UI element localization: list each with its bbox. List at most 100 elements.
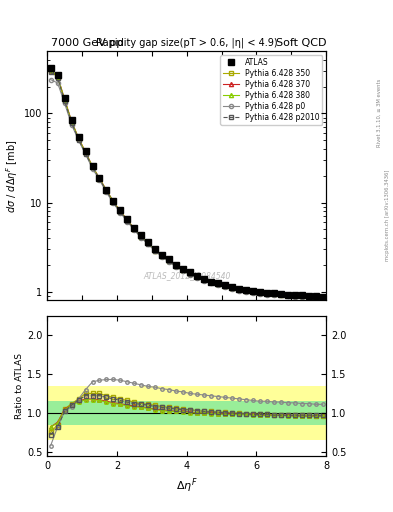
ATLAS [174, 262, 178, 268]
Pythia 6.428 p2010 [244, 288, 248, 294]
Text: Rivet 3.1.10, ≥ 3M events: Rivet 3.1.10, ≥ 3M events [377, 78, 382, 147]
Pythia 6.428 350 [313, 294, 318, 300]
Pythia 6.428 p2010 [118, 209, 123, 215]
ATLAS [279, 291, 283, 297]
ATLAS [202, 275, 206, 282]
Pythia 6.428 370 [167, 257, 172, 263]
Pythia 6.428 p0 [216, 282, 220, 288]
Pythia 6.428 370 [195, 273, 200, 279]
Pythia 6.428 380 [209, 279, 213, 285]
Pythia 6.428 350 [202, 276, 206, 282]
Pythia 6.428 350 [244, 288, 248, 294]
Pythia 6.428 350 [264, 290, 269, 296]
Pythia 6.428 380 [160, 253, 165, 259]
ATLAS [251, 288, 255, 294]
Pythia 6.428 p2010 [76, 137, 81, 143]
Pythia 6.428 p2010 [104, 188, 109, 194]
Pythia 6.428 p2010 [299, 293, 304, 299]
Pythia 6.428 350 [104, 188, 109, 194]
Pythia 6.428 370 [307, 293, 311, 299]
Pythia 6.428 350 [279, 291, 283, 297]
Pythia 6.428 370 [264, 289, 269, 295]
Pythia 6.428 p0 [146, 241, 151, 247]
Pythia 6.428 p2010 [307, 293, 311, 300]
ATLAS [320, 293, 325, 300]
ATLAS [257, 289, 262, 295]
ATLAS [104, 186, 109, 193]
Pythia 6.428 p0 [97, 177, 102, 183]
Pythia 6.428 p2010 [174, 263, 178, 269]
Pythia 6.428 380 [118, 208, 123, 215]
Pythia 6.428 370 [90, 163, 95, 169]
Pythia 6.428 p2010 [160, 253, 165, 260]
Pythia 6.428 p2010 [188, 270, 193, 276]
Pythia 6.428 p2010 [237, 286, 241, 292]
Pythia 6.428 380 [251, 288, 255, 294]
Pythia 6.428 370 [237, 286, 241, 292]
Pythia 6.428 p0 [62, 100, 67, 106]
Pythia 6.428 p2010 [202, 276, 206, 283]
Pythia 6.428 370 [292, 292, 297, 298]
Pythia 6.428 p2010 [55, 75, 60, 81]
Pythia 6.428 380 [237, 286, 241, 292]
Pythia 6.428 380 [216, 281, 220, 287]
Pythia 6.428 380 [55, 74, 60, 80]
Pythia 6.428 350 [251, 289, 255, 295]
Pythia 6.428 350 [257, 289, 262, 295]
Line: ATLAS: ATLAS [48, 66, 325, 300]
Pythia 6.428 p0 [257, 291, 262, 297]
Pythia 6.428 p0 [83, 151, 88, 157]
ATLAS [139, 232, 144, 239]
Pythia 6.428 380 [153, 247, 158, 253]
Pythia 6.428 p2010 [313, 293, 318, 300]
Pythia 6.428 p2010 [139, 234, 144, 240]
Pythia 6.428 p0 [237, 288, 241, 294]
Pythia 6.428 370 [202, 275, 206, 282]
Y-axis label: Ratio to ATLAS: Ratio to ATLAS [15, 353, 24, 419]
Pythia 6.428 370 [48, 67, 53, 73]
Title: Rapidity gap size(pT > 0.6, |η| < 4.9): Rapidity gap size(pT > 0.6, |η| < 4.9) [96, 38, 277, 48]
Pythia 6.428 350 [118, 209, 123, 215]
Pythia 6.428 370 [111, 198, 116, 204]
Pythia 6.428 p0 [272, 292, 276, 298]
Pythia 6.428 p2010 [153, 247, 158, 253]
Pythia 6.428 350 [181, 267, 185, 273]
Pythia 6.428 p2010 [223, 283, 228, 289]
ATLAS [230, 284, 234, 290]
Pythia 6.428 350 [160, 253, 165, 260]
Pythia 6.428 370 [62, 96, 67, 102]
Pythia 6.428 p0 [299, 294, 304, 300]
Pythia 6.428 380 [313, 293, 318, 300]
Pythia 6.428 p0 [125, 219, 130, 225]
Pythia 6.428 p0 [55, 80, 60, 86]
Pythia 6.428 p0 [251, 290, 255, 296]
Pythia 6.428 370 [97, 175, 102, 181]
Pythia 6.428 350 [299, 293, 304, 300]
Pythia 6.428 350 [153, 247, 158, 253]
Pythia 6.428 350 [223, 283, 228, 289]
Pythia 6.428 p2010 [146, 241, 151, 247]
Pythia 6.428 p2010 [195, 274, 200, 280]
Pythia 6.428 p0 [244, 289, 248, 295]
Pythia 6.428 350 [139, 234, 144, 240]
Pythia 6.428 350 [216, 281, 220, 287]
Pythia 6.428 350 [188, 270, 193, 276]
Pythia 6.428 p0 [104, 189, 109, 196]
Pythia 6.428 380 [264, 290, 269, 296]
Pythia 6.428 p2010 [125, 218, 130, 224]
Pythia 6.428 p2010 [292, 292, 297, 298]
Text: Soft QCD: Soft QCD [276, 38, 326, 49]
Pythia 6.428 370 [76, 135, 81, 141]
ATLAS [153, 246, 158, 252]
Pythia 6.428 p0 [188, 272, 193, 278]
Pythia 6.428 370 [251, 288, 255, 294]
Pythia 6.428 380 [307, 293, 311, 300]
Pythia 6.428 350 [132, 226, 137, 232]
Pythia 6.428 p2010 [181, 267, 185, 273]
Legend: ATLAS, Pythia 6.428 350, Pythia 6.428 370, Pythia 6.428 380, Pythia 6.428 p0, Py: ATLAS, Pythia 6.428 350, Pythia 6.428 37… [220, 55, 322, 125]
ATLAS [216, 280, 220, 286]
Pythia 6.428 p0 [307, 294, 311, 301]
Pythia 6.428 380 [320, 294, 325, 300]
Pythia 6.428 p2010 [97, 176, 102, 182]
Pythia 6.428 p0 [76, 137, 81, 143]
